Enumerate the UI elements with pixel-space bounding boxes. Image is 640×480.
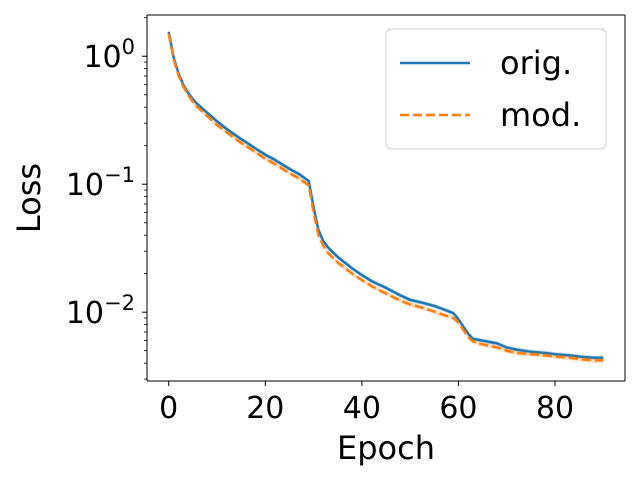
y-tick-label: 10−1 <box>66 163 135 203</box>
x-tick-label: 0 <box>159 391 178 426</box>
x-tick-label: 40 <box>343 391 381 426</box>
x-axis-ticks: 0 20 40 60 80 <box>159 381 574 426</box>
legend: orig. mod. <box>385 28 607 150</box>
series-1-line <box>167 33 604 362</box>
y-tick-label: 100 <box>83 35 135 75</box>
x-tick-label: 80 <box>536 391 574 426</box>
legend-label-1: mod. <box>500 96 581 134</box>
y-tick-label: 10−2 <box>66 291 135 331</box>
x-tick-label: 20 <box>246 391 284 426</box>
series-layer <box>167 29 604 363</box>
y-axis-ticks: 100 10−1 10−2 <box>66 17 147 380</box>
legend-label-0: orig. <box>500 44 572 82</box>
legend-box <box>385 28 607 150</box>
series-0-line <box>167 31 604 360</box>
y-axis-label: Loss <box>10 163 48 233</box>
x-tick-label: 60 <box>439 391 477 426</box>
x-axis-label: Epoch <box>337 429 435 467</box>
